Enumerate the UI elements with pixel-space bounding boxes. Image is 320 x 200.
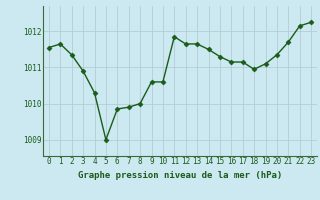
X-axis label: Graphe pression niveau de la mer (hPa): Graphe pression niveau de la mer (hPa) (78, 171, 282, 180)
